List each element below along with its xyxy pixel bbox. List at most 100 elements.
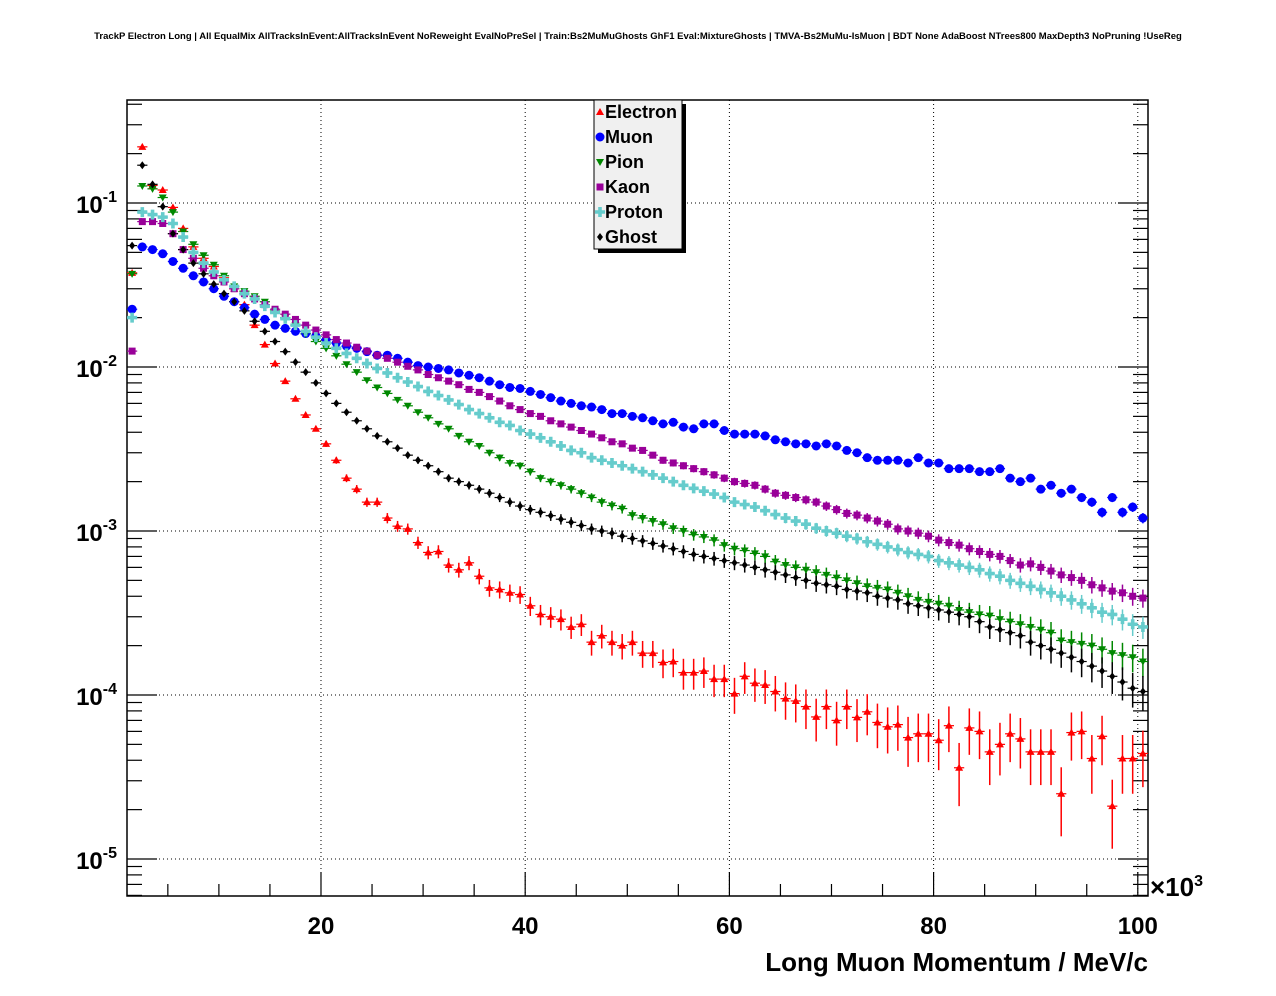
data-point-ghost xyxy=(1017,631,1024,640)
data-point-proton xyxy=(954,560,965,571)
data-point-ghost xyxy=(139,161,146,170)
data-point-ghost xyxy=(292,358,299,367)
data-point-proton xyxy=(1046,587,1057,598)
data-point-muon xyxy=(270,320,280,330)
data-point-kaon xyxy=(1047,567,1055,575)
data-point-proton xyxy=(974,564,985,575)
data-point-proton xyxy=(1005,575,1016,586)
data-point-electron xyxy=(1138,749,1147,757)
data-point-ghost xyxy=(894,595,901,604)
data-point-pion xyxy=(373,384,382,392)
data-point-muon xyxy=(699,419,709,429)
data-point-kaon xyxy=(771,489,779,497)
data-point-proton xyxy=(923,551,934,562)
data-point-electron xyxy=(995,740,1004,748)
data-point-pion xyxy=(965,609,974,617)
data-point-pion xyxy=(1006,618,1015,626)
data-point-muon xyxy=(985,467,995,477)
data-point-muon xyxy=(740,429,750,439)
data-point-muon xyxy=(1117,507,1127,517)
data-point-electron xyxy=(577,620,586,628)
data-point-proton xyxy=(229,281,240,292)
data-point-muon xyxy=(689,424,699,434)
data-point-electron xyxy=(812,712,821,720)
data-point-kaon xyxy=(863,514,871,522)
data-point-pion xyxy=(495,454,504,462)
data-point-electron xyxy=(689,668,698,676)
data-point-electron xyxy=(710,675,719,683)
x-multiplier-base: ×10 xyxy=(1150,872,1194,902)
data-point-electron xyxy=(168,203,177,211)
data-point-muon xyxy=(587,402,597,412)
data-point-electron xyxy=(679,668,688,676)
data-point-ghost xyxy=(231,297,238,306)
data-point-pion xyxy=(914,596,923,604)
data-point-ghost xyxy=(741,561,748,570)
y-tick-base: 10 xyxy=(76,848,103,875)
data-point-proton xyxy=(239,288,250,299)
data-point-proton xyxy=(535,432,546,443)
data-point-proton xyxy=(402,377,413,388)
data-point-ghost xyxy=(302,368,309,377)
data-point-electron xyxy=(158,186,167,194)
data-point-kaon xyxy=(353,343,361,351)
data-point-muon xyxy=(290,326,300,336)
data-point-proton xyxy=(964,562,975,573)
data-point-pion xyxy=(1118,652,1127,660)
data-point-proton xyxy=(566,445,577,456)
data-point-muon xyxy=(760,431,770,441)
data-point-muon xyxy=(1128,502,1138,512)
data-point-ghost xyxy=(251,317,258,326)
legend: Electron Muon Pion Kaon Proton Ghost xyxy=(593,99,686,253)
data-point-ghost xyxy=(312,378,319,387)
data-point-ghost xyxy=(721,556,728,565)
data-point-proton xyxy=(586,452,597,463)
data-point-pion xyxy=(618,505,627,513)
data-point-proton xyxy=(127,312,138,323)
data-point-muon xyxy=(1046,480,1056,490)
data-point-proton xyxy=(423,386,434,397)
data-point-proton xyxy=(606,457,617,468)
data-point-electron xyxy=(699,667,708,675)
data-point-pion xyxy=(179,228,188,236)
data-point-pion xyxy=(485,449,494,457)
data-point-pion xyxy=(199,252,208,260)
data-point-ghost xyxy=(496,493,503,502)
data-point-ghost xyxy=(1129,684,1136,693)
data-point-proton xyxy=(719,492,730,503)
data-point-proton xyxy=(1035,584,1046,595)
data-point-ghost xyxy=(1099,667,1106,676)
data-point-ghost xyxy=(200,269,207,278)
data-point-ghost xyxy=(649,539,656,548)
data-point-proton xyxy=(780,513,791,524)
data-point-kaon xyxy=(649,451,657,459)
y-tick-label: 10-4 xyxy=(76,681,117,711)
data-point-kaon xyxy=(1088,581,1096,589)
data-point-electron xyxy=(628,638,637,646)
data-point-proton xyxy=(770,509,781,520)
data-point-muon xyxy=(1005,473,1015,483)
data-point-proton xyxy=(994,571,1005,582)
data-point-ghost xyxy=(220,289,227,298)
y-tick-base: 10 xyxy=(76,192,103,219)
data-point-proton xyxy=(1066,594,1077,605)
data-point-pion xyxy=(454,432,463,440)
data-point-electron xyxy=(750,679,759,687)
data-point-electron xyxy=(556,615,565,623)
data-point-ghost xyxy=(190,259,197,268)
data-point-pion xyxy=(985,612,994,620)
legend-label-ghost: Ghost xyxy=(605,227,657,247)
data-point-proton xyxy=(933,555,944,566)
data-point-ghost xyxy=(945,608,952,617)
data-point-proton xyxy=(790,516,801,527)
data-point-electron xyxy=(485,583,494,591)
data-point-kaon xyxy=(128,347,136,355)
data-point-ghost xyxy=(353,416,360,425)
data-point-ghost xyxy=(159,202,166,211)
data-point-proton xyxy=(270,307,281,318)
data-point-muon xyxy=(1036,484,1046,494)
data-point-muon xyxy=(801,439,811,449)
data-point-pion xyxy=(516,462,525,470)
data-point-pion xyxy=(1098,646,1107,654)
